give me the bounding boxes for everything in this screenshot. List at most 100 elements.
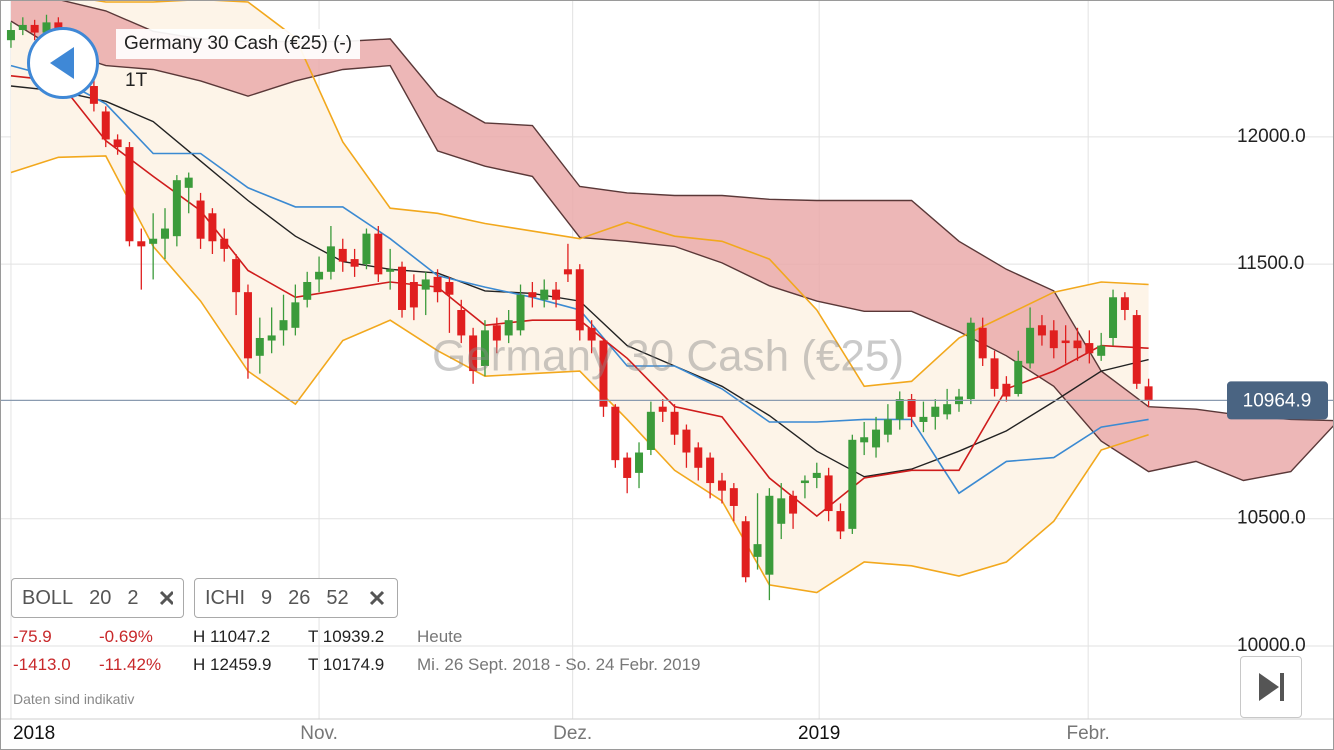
y-tick-label: 10000.0 bbox=[1237, 635, 1306, 656]
candle-body bbox=[409, 281, 418, 308]
candle-body bbox=[706, 457, 715, 484]
candle-body bbox=[789, 495, 798, 514]
candle-body bbox=[646, 411, 655, 450]
candle-body bbox=[445, 281, 454, 295]
candle-body bbox=[812, 472, 821, 478]
candle-body bbox=[528, 292, 537, 298]
candle-body bbox=[220, 238, 229, 249]
candle-body bbox=[658, 406, 667, 412]
candle-body bbox=[694, 447, 703, 468]
remove-indicator[interactable] bbox=[369, 590, 385, 606]
candle-body bbox=[1120, 297, 1129, 310]
candle-body bbox=[848, 439, 857, 529]
candle-body bbox=[433, 276, 442, 293]
candle-body bbox=[966, 322, 975, 400]
remove-indicator[interactable] bbox=[159, 590, 173, 606]
candle-body bbox=[374, 233, 383, 275]
candle-body bbox=[398, 266, 407, 310]
candle-body bbox=[540, 289, 549, 300]
candle-body bbox=[1097, 345, 1106, 356]
indicator-pill[interactable]: ICHI 9 26 52 bbox=[194, 578, 398, 618]
watermark: Germany 30 Cash (€25) bbox=[432, 332, 904, 381]
candle-body bbox=[1061, 340, 1070, 344]
x-tick-label: 2018 bbox=[13, 723, 55, 744]
y-tick-label: 10500.0 bbox=[1237, 508, 1306, 529]
disclaimer: Daten sind indikativ bbox=[13, 691, 135, 707]
candle-body bbox=[753, 544, 762, 557]
low: T 10939.2 bbox=[308, 627, 385, 646]
candle-body bbox=[919, 416, 928, 422]
candle-body bbox=[196, 200, 205, 239]
candle-body bbox=[125, 147, 134, 242]
cloud-span-lower bbox=[10, 20, 1333, 482]
candle-body bbox=[326, 246, 335, 272]
timeframe: 1T bbox=[125, 70, 148, 91]
candle-body bbox=[480, 330, 489, 366]
candle-body bbox=[243, 292, 252, 359]
candle-body bbox=[895, 399, 904, 420]
y-tick-label: 11500.0 bbox=[1237, 253, 1304, 274]
candle-body bbox=[469, 335, 478, 372]
instrument-suffix: (-) bbox=[333, 33, 353, 54]
candle-body bbox=[563, 269, 572, 275]
candle-body bbox=[836, 511, 845, 532]
candle-body bbox=[824, 475, 833, 512]
instrument-name: Germany 30 Cash (€25) bbox=[124, 33, 328, 54]
x-tick-label: Dez. bbox=[553, 723, 592, 744]
indicator-pill[interactable]: BOLL 20 2 bbox=[11, 578, 184, 618]
candle-body bbox=[990, 358, 999, 389]
x-tick-label: 2019 bbox=[798, 723, 840, 744]
bollinger-lower bbox=[10, 155, 1149, 594]
candle-body bbox=[1014, 360, 1023, 394]
candle-body bbox=[670, 411, 679, 435]
indicator-name: ICHI bbox=[205, 586, 245, 609]
indicator-name: BOLL bbox=[22, 586, 74, 609]
candle-body bbox=[161, 228, 170, 239]
candle-body bbox=[516, 294, 525, 331]
candle-body bbox=[729, 488, 738, 506]
candle-body bbox=[1073, 340, 1082, 349]
candle-body bbox=[172, 180, 181, 237]
candle-body bbox=[599, 340, 608, 407]
y-tick-label: 12000.0 bbox=[1237, 126, 1306, 147]
candle-body bbox=[315, 271, 324, 280]
bollinger-upper bbox=[94, 1, 1149, 388]
candle-body bbox=[42, 22, 51, 33]
high: H 12459.9 bbox=[193, 655, 272, 674]
candle-body bbox=[1002, 383, 1011, 397]
candle-body bbox=[184, 177, 193, 188]
candle-body bbox=[860, 437, 869, 443]
back-button[interactable] bbox=[27, 27, 99, 99]
x-tick-label: Nov. bbox=[300, 723, 338, 744]
candle-body bbox=[741, 521, 750, 578]
candle-body bbox=[291, 302, 300, 328]
candle-body bbox=[800, 480, 809, 484]
candle-body bbox=[362, 233, 371, 265]
candle-body bbox=[386, 269, 395, 272]
candle-body bbox=[101, 111, 110, 140]
candle-body bbox=[611, 406, 620, 461]
indicator-param: 2 bbox=[127, 586, 139, 609]
candle-body bbox=[149, 238, 158, 244]
candle-body bbox=[552, 289, 561, 300]
candle-body bbox=[18, 24, 27, 31]
change: -1413.0 bbox=[13, 655, 71, 674]
candle-body bbox=[907, 399, 916, 417]
scroll-to-end-button[interactable] bbox=[1240, 656, 1302, 718]
candle-body bbox=[6, 30, 15, 41]
candle-body bbox=[137, 241, 146, 247]
candle-body bbox=[457, 309, 466, 336]
candle-body bbox=[1132, 315, 1141, 384]
candle-body bbox=[232, 259, 241, 293]
indicator-param: 20 bbox=[89, 586, 112, 609]
candle-body bbox=[89, 86, 98, 104]
candle-body bbox=[765, 495, 774, 575]
candle-body bbox=[635, 452, 644, 473]
candle-body bbox=[1026, 327, 1035, 364]
ichimoku-cloud-fill bbox=[11, 1, 1333, 481]
candle-body bbox=[338, 248, 347, 262]
candle-body bbox=[623, 457, 632, 478]
x-tick-label: Febr. bbox=[1066, 723, 1109, 744]
candle-body bbox=[943, 404, 952, 415]
